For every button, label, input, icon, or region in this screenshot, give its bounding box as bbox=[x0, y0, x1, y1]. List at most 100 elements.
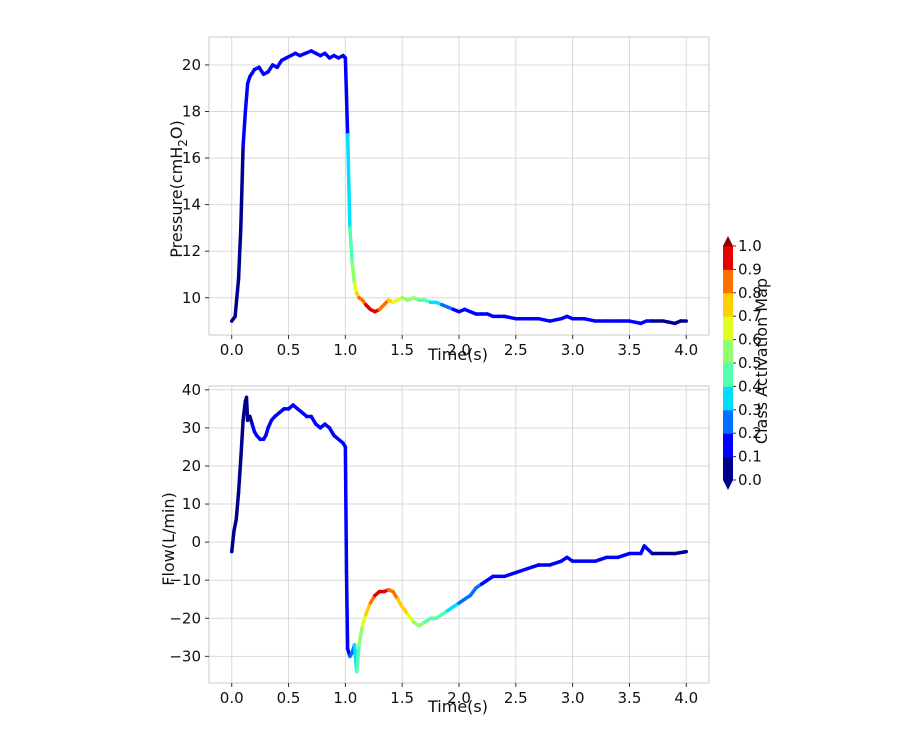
pressure-y-tick-label: 10 bbox=[182, 289, 201, 307]
colorbar-label: Class Activation Map bbox=[752, 278, 771, 444]
pressure-series-line bbox=[229, 49, 689, 326]
flow-x-tick-label: 0.5 bbox=[277, 689, 301, 707]
pressure-line-segment bbox=[241, 109, 248, 149]
colorbar-cell bbox=[723, 409, 733, 434]
pressure-x-tick-label: 1.0 bbox=[333, 341, 357, 359]
pressure-y-label-main: Pressure(cmH bbox=[167, 147, 186, 258]
colorbar-max-extension bbox=[723, 236, 733, 246]
pressure-x-tick-label: 3.5 bbox=[618, 341, 642, 359]
colorbar-tick-label: 0.6 bbox=[738, 331, 762, 349]
flow-y-axis-label: Flow(L/min) bbox=[159, 492, 178, 585]
pressure-y-tick-label: 14 bbox=[182, 196, 201, 214]
pressure-y-tick-label: 12 bbox=[182, 242, 201, 260]
colorbar-cell bbox=[723, 339, 733, 364]
flow-x-tick-label: 2.0 bbox=[447, 689, 471, 707]
pressure-line-segment bbox=[239, 144, 245, 230]
flow-chart: 0.0 0.5 1.0 1.5 2.0 2.5 3.0 3.5 4.0 −30 −20 −10 0 10 2… bbox=[159, 381, 710, 716]
pressure-x-tick-label: 2.0 bbox=[447, 341, 471, 359]
pressure-x-tick-label: 4.0 bbox=[674, 341, 698, 359]
colorbar-tick-label: 0.9 bbox=[738, 260, 762, 278]
flow-line-segment bbox=[343, 445, 349, 575]
colorbar-tick-label: 0.8 bbox=[738, 284, 762, 302]
flow-series-line bbox=[229, 395, 689, 674]
colorbar-cell bbox=[723, 292, 733, 317]
flow-y-tick-label: −20 bbox=[169, 609, 201, 627]
pressure-line-segment bbox=[502, 314, 518, 321]
flow-y-tick-label: 40 bbox=[182, 381, 201, 399]
pressure-line-segment bbox=[548, 316, 564, 323]
colorbar-tick-label: 1.0 bbox=[738, 237, 762, 255]
pressure-x-tick-label: 0.5 bbox=[277, 341, 301, 359]
pressure-chart: 0.0 0.5 1.0 1.5 2.0 2.5 3.0 3.5 4.0101214161820 … bbox=[167, 36, 710, 364]
flow-line-segment bbox=[344, 570, 350, 651]
pressure-x-axis-label: Time(s) bbox=[427, 345, 488, 364]
colorbar-tick-label: 0.2 bbox=[738, 424, 762, 442]
pressure-line-segment bbox=[343, 56, 350, 137]
pressure-y-label-end: O) bbox=[167, 120, 186, 139]
flow-line-segment bbox=[357, 624, 365, 647]
flow-line-segment bbox=[236, 456, 243, 495]
pressure-x-tick-label: 0.0 bbox=[220, 341, 244, 359]
colorbar-tick-label: 0.3 bbox=[738, 401, 762, 419]
pressure-x-tick-label: 1.5 bbox=[390, 341, 414, 359]
flow-x-tick-label: 4.0 bbox=[674, 689, 698, 707]
pressure-y-tick-label: 20 bbox=[182, 56, 201, 74]
flow-x-tick-label: 1.0 bbox=[333, 689, 357, 707]
flow-line-segment bbox=[354, 643, 361, 674]
colorbar-cell bbox=[723, 316, 733, 341]
colorbar-min-extension bbox=[723, 480, 733, 490]
pressure-line-segment bbox=[243, 81, 250, 114]
flow-x-tick-label: 0.0 bbox=[220, 689, 244, 707]
flow-line-segment bbox=[232, 517, 239, 533]
pressure-line-segment bbox=[236, 226, 243, 281]
colorbar-cell bbox=[723, 269, 733, 294]
flow-line-segment bbox=[239, 418, 245, 461]
colorbar-cell bbox=[723, 363, 733, 387]
colorbar-cell bbox=[723, 433, 733, 458]
flow-x-tick-label: 2.5 bbox=[504, 689, 528, 707]
colorbar-tick-label: 0.0 bbox=[738, 471, 762, 489]
flow-line-segment bbox=[593, 555, 609, 563]
flow-y-tick-label: −10 bbox=[169, 571, 201, 589]
colorbar-tick-label: 0.4 bbox=[738, 377, 762, 395]
pressure-y-tick-label: 18 bbox=[182, 103, 201, 121]
flow-line-segment bbox=[514, 567, 529, 575]
flow-x-tick-label: 3.0 bbox=[561, 689, 585, 707]
flow-line-segment bbox=[616, 551, 632, 560]
flow-x-axis-label: Time(s) bbox=[427, 697, 488, 716]
flow-line-segment bbox=[234, 490, 241, 522]
flow-line-segment bbox=[673, 549, 689, 556]
colorbar-tick-label: 0.5 bbox=[738, 354, 762, 372]
flow-y-tick-label: 10 bbox=[182, 495, 201, 513]
flow-line-segment bbox=[241, 399, 248, 423]
colorbar-cell bbox=[723, 246, 733, 270]
flow-line-segment bbox=[525, 563, 541, 571]
colorbar-cell bbox=[723, 386, 733, 411]
flow-line-segment bbox=[229, 528, 236, 554]
pressure-y-label-subscript: 2 bbox=[176, 139, 190, 147]
pressure-line-segment bbox=[536, 316, 552, 323]
pressure-x-tick-label: 2.5 bbox=[504, 341, 528, 359]
pressure-x-tick-label: 3.0 bbox=[561, 341, 585, 359]
pressure-line-segment bbox=[627, 319, 643, 326]
flow-line-segment bbox=[364, 601, 373, 617]
flow-line-segment bbox=[502, 570, 518, 579]
pressure-line-segment bbox=[345, 133, 352, 230]
pressure-line-segment bbox=[582, 316, 598, 323]
flow-line-segment bbox=[360, 612, 368, 628]
colorbar: 0.0 0.1 0.2 0.3 0.4 0.5 0.6 0.7 0.8 0.9 1.0 Class … bbox=[723, 236, 771, 490]
flow-x-tick-label: 1.5 bbox=[390, 689, 414, 707]
pressure-line-segment bbox=[350, 261, 357, 286]
flow-y-tick-label: 30 bbox=[182, 419, 201, 437]
flow-x-tick-label: 3.5 bbox=[618, 689, 642, 707]
pressure-line-segment bbox=[661, 319, 677, 326]
flow-line-segment bbox=[548, 559, 564, 567]
colorbar-cell bbox=[723, 456, 733, 481]
pressure-line-segment bbox=[348, 226, 354, 265]
flow-line-segment bbox=[642, 544, 654, 556]
pressure-y-tick-label: 16 bbox=[182, 149, 201, 167]
pressure-line-segment bbox=[233, 277, 241, 319]
pressure-y-axis-label: Pressure(cmH2O) bbox=[167, 120, 190, 257]
colorbar-tick-label: 0.1 bbox=[738, 448, 762, 466]
